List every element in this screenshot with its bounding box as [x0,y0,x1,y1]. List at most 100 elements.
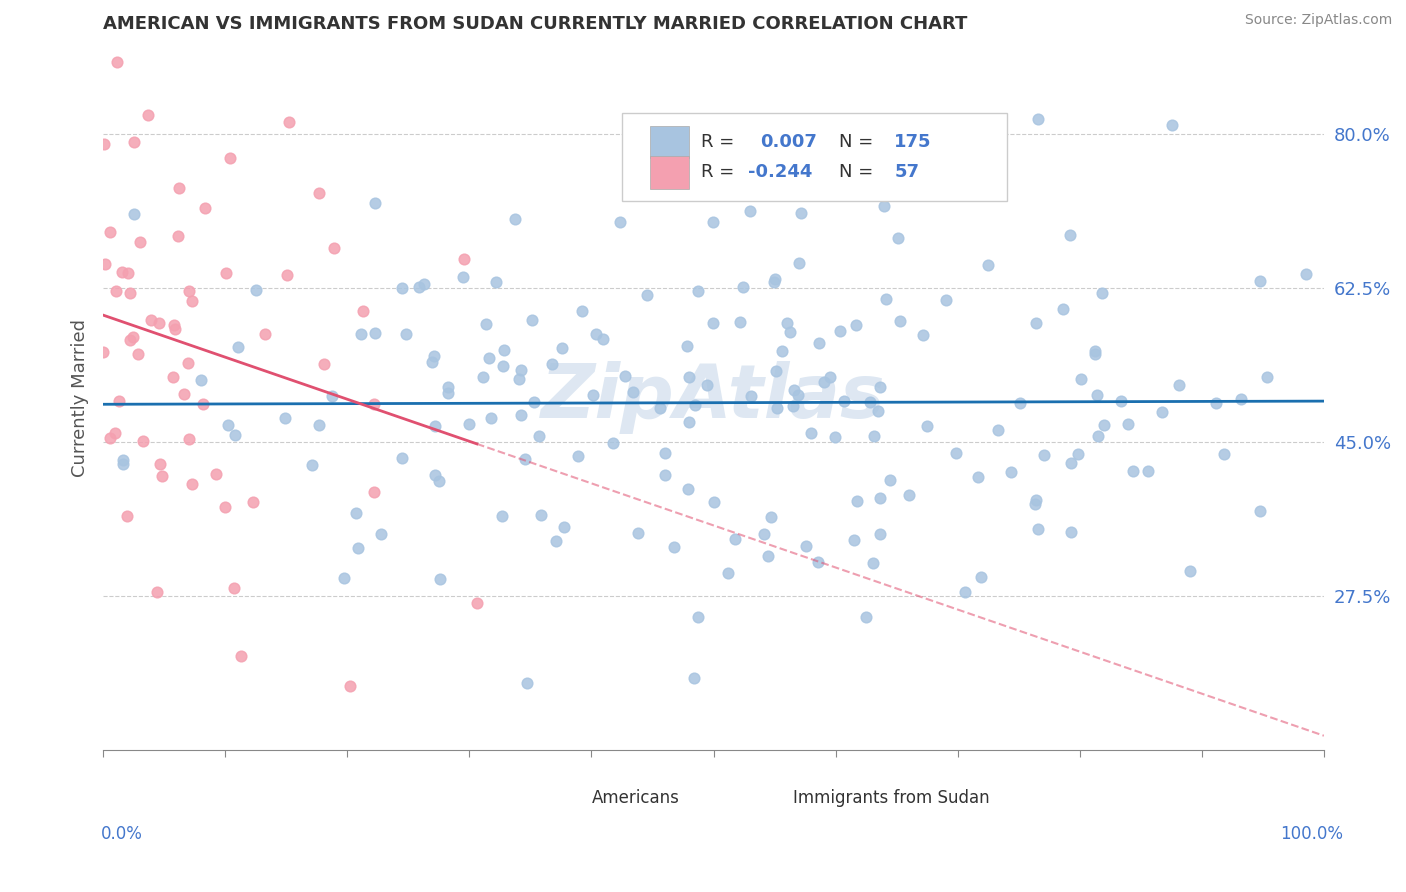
Point [1152,405,1174,419]
Point [194,201,217,215]
Point [465,596,488,610]
Text: Americans: Americans [592,789,679,807]
Point [150,469,173,483]
Point [800,425,823,440]
Point [474,318,496,332]
Point [1059,228,1081,243]
Point [1230,392,1253,406]
Point [763,276,786,290]
Point [124,207,146,221]
Point [364,326,387,341]
Point [966,470,988,484]
Point [869,380,891,394]
Point [503,212,526,227]
Point [111,457,134,471]
Point [347,541,370,555]
Point [231,648,253,663]
Point [869,491,891,505]
Point [179,432,201,446]
Point [527,429,550,443]
Point [724,532,747,546]
FancyBboxPatch shape [650,126,689,159]
Point [1084,344,1107,359]
Point [787,256,810,270]
Point [1092,418,1115,433]
Point [93,345,115,359]
Point [717,566,740,581]
Text: AMERICAN VS IMMIGRANTS FROM SUDAN CURRENTLY MARRIED CORRELATION CHART: AMERICAN VS IMMIGRANTS FROM SUDAN CURREN… [103,15,967,33]
Point [321,389,343,403]
Point [510,408,533,422]
FancyBboxPatch shape [621,112,1007,201]
Point [654,467,676,482]
Point [1025,493,1047,508]
Y-axis label: Currently Married: Currently Married [72,318,89,477]
Point [1085,388,1108,402]
Point [898,488,921,502]
Point [471,369,494,384]
Point [1067,447,1090,461]
Point [1249,274,1271,288]
FancyBboxPatch shape [751,783,783,813]
Point [127,347,149,361]
Point [678,370,700,384]
Point [834,394,856,409]
Point [873,199,896,213]
Point [520,313,543,327]
Point [664,540,686,554]
Point [1212,446,1234,460]
Text: 0.0%: 0.0% [101,825,143,843]
Point [1026,522,1049,536]
Point [1026,112,1049,126]
Point [344,506,367,520]
Point [1205,395,1227,409]
Point [274,411,297,425]
Point [391,451,413,466]
Point [219,151,242,165]
Point [846,493,869,508]
Text: ZipAtlas: ZipAtlas [541,361,886,434]
Point [423,418,446,433]
Point [254,327,277,342]
Point [654,446,676,460]
Point [765,364,787,378]
Point [818,369,841,384]
Point [308,418,330,433]
Point [217,417,239,432]
Point [121,330,143,344]
Point [530,508,553,523]
Point [180,294,202,309]
Point [1008,396,1031,410]
Point [702,215,724,229]
Point [1167,378,1189,392]
Point [363,397,385,411]
Point [731,279,754,293]
Point [1000,466,1022,480]
Point [1070,372,1092,386]
Point [855,610,877,624]
Point [779,325,801,339]
Text: -0.244: -0.244 [748,163,813,181]
Point [813,375,835,389]
Text: Source: ZipAtlas.com: Source: ZipAtlas.com [1244,13,1392,28]
Point [312,357,335,371]
Point [770,343,793,358]
Point [807,335,830,350]
Text: 57: 57 [894,163,920,181]
Point [132,434,155,448]
Point [648,401,671,416]
Point [862,557,884,571]
Point [120,285,142,300]
Point [782,399,804,413]
Point [177,284,200,298]
Point [222,582,245,596]
Point [93,257,115,271]
Point [413,277,436,292]
Point [678,415,700,429]
Point [105,285,128,299]
Point [571,304,593,318]
Point [141,313,163,327]
Point [592,332,614,346]
Point [776,316,799,330]
FancyBboxPatch shape [650,156,689,188]
